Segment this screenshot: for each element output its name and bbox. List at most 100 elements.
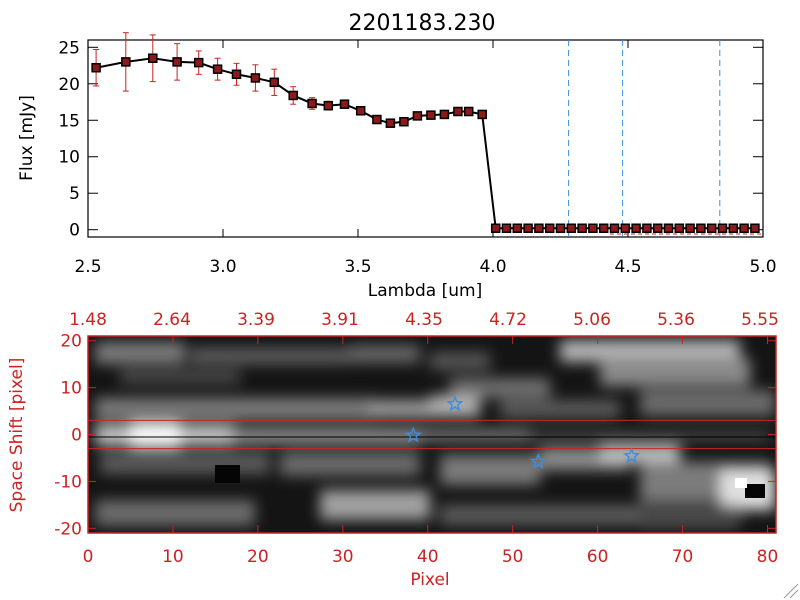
data-point [620, 223, 631, 233]
image-xtick-label: 50 [502, 547, 524, 567]
image-xtick-label: 70 [672, 547, 694, 567]
image-xlabel: Pixel [410, 570, 449, 590]
data-point [534, 223, 544, 233]
data-point [339, 99, 350, 109]
spectrum-xtick-label: 2.5 [74, 257, 101, 277]
data-point [663, 223, 674, 233]
data-point [685, 223, 695, 233]
image-xtick-label: 20 [247, 547, 269, 567]
image-xtick-label: 40 [417, 547, 439, 567]
image-ytick-label: 0 [71, 426, 82, 446]
data-point [463, 106, 474, 117]
data-point [706, 223, 717, 233]
spectrum-ytick-label: 10 [58, 148, 80, 168]
data-point [399, 116, 409, 127]
spectrum-plot-frame [87, 39, 764, 238]
data-point [231, 69, 242, 80]
data-point [453, 106, 463, 117]
spectrum-line [95, 57, 755, 230]
image-top-tick-label: 5.06 [573, 310, 611, 330]
data-point [588, 223, 598, 233]
spectrum-plot: 2.5 3.0 3.5 4.0 4.5 5.0 0 5 10 15 20 25 [58, 32, 777, 277]
data-point [355, 106, 366, 116]
data-point [193, 57, 204, 68]
image-xtick-label: 10 [162, 547, 184, 567]
data-point [121, 57, 131, 67]
spectrum-xtick-label: 4.0 [479, 257, 506, 277]
spectrum-ytick-label: 5 [69, 184, 80, 204]
image-top-tick-label: 4.35 [405, 310, 443, 330]
image-top-tick-label: 5.55 [741, 310, 779, 330]
star-marker-icon [623, 447, 641, 464]
data-point [250, 73, 261, 83]
data-point [739, 223, 749, 233]
image-ylabel: Space Shift [pixel] [7, 358, 27, 513]
image-top-tick-label: 4.72 [489, 310, 527, 330]
data-point [91, 62, 101, 73]
image-xtick-label: 30 [332, 547, 354, 567]
chart-title: 2201183.230 [349, 11, 496, 36]
star-marker-icon [529, 452, 547, 470]
image-ytick-label: -20 [54, 519, 82, 539]
data-point [555, 223, 566, 233]
data-point [512, 223, 523, 233]
data-point [728, 223, 739, 233]
spectrum-ytick-label: 0 [69, 221, 80, 241]
resize-grip-icon[interactable] [783, 583, 799, 599]
data-point [372, 114, 382, 125]
data-point [288, 90, 298, 101]
data-point [609, 223, 620, 233]
image-ytick-label: 10 [60, 379, 82, 399]
data-point [631, 223, 641, 233]
data-point [412, 111, 423, 121]
data-point [523, 223, 533, 233]
spectrum-ytick-label: 25 [58, 38, 80, 58]
spectrum-xtick-label: 4.5 [614, 257, 641, 277]
data-point [172, 57, 182, 67]
image-top-tick-label: 3.39 [237, 310, 275, 330]
image-xtick-label: 60 [587, 547, 609, 567]
data-point [490, 223, 501, 233]
image-ytick-label: 20 [60, 332, 82, 352]
spectrum-xlabel: Lambda [um] [368, 281, 482, 301]
star-marker-icon [446, 395, 464, 412]
data-point [717, 223, 728, 233]
image-top-tick-label: 1.48 [69, 310, 107, 330]
star-marker-icon [404, 426, 422, 443]
data-point [477, 109, 487, 120]
spectrum-ytick-label: 15 [58, 111, 80, 131]
data-point [674, 223, 685, 233]
data-point [750, 223, 760, 233]
data-point [323, 100, 334, 111]
image-xtick-label: 0 [83, 547, 94, 567]
data-point [212, 64, 223, 74]
spectrum-xtick-label: 3.0 [209, 257, 236, 277]
bright-spot [735, 478, 747, 488]
image-xtick-label: 80 [757, 547, 779, 567]
data-point [501, 223, 512, 233]
spectrum-xtick-label: 5.0 [749, 257, 776, 277]
data-point [385, 118, 396, 128]
data-point [642, 223, 652, 233]
spectrum-ytick-label: 20 [58, 75, 80, 95]
image-top-tick-label: 2.64 [153, 310, 191, 330]
data-point [544, 223, 555, 233]
image-top-tick-label: 5.36 [657, 310, 695, 330]
data-point [269, 77, 280, 88]
data-point [307, 98, 317, 109]
dark-spot [745, 484, 765, 498]
spectral-image [88, 336, 776, 533]
data-point [148, 53, 158, 63]
data-point [577, 223, 587, 233]
spectrum-ylabel: Flux [mJy] [17, 95, 37, 181]
resize-grip-icon[interactable] [789, 589, 799, 599]
data-point [652, 223, 663, 233]
data-point [566, 223, 577, 233]
data-point [439, 109, 450, 120]
spectrum-xtick-label: 3.5 [344, 257, 371, 277]
data-point [426, 110, 436, 120]
data-point [696, 223, 706, 233]
image-top-tick-label: 3.91 [321, 310, 359, 330]
image-ytick-label: -10 [54, 472, 82, 492]
